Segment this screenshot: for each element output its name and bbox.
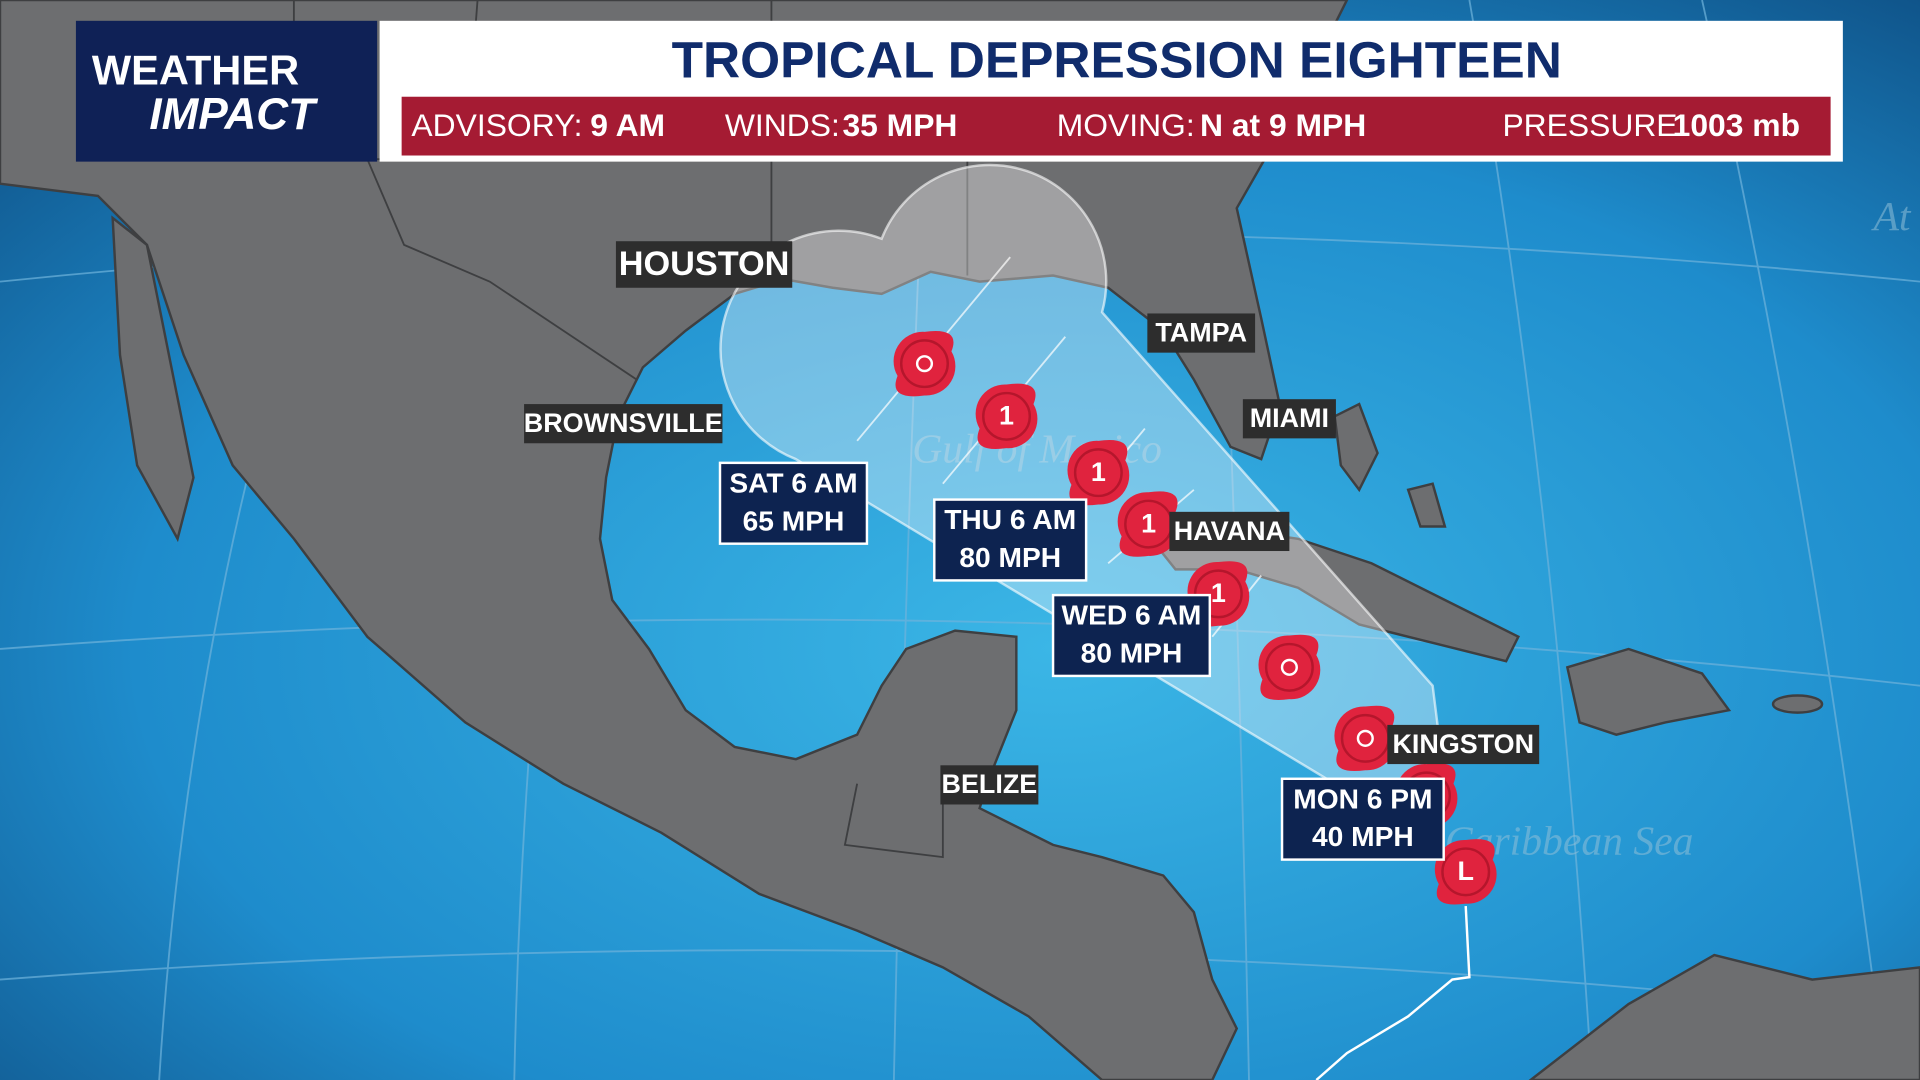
logo-box [75, 20, 378, 162]
forecast-time: WED 6 AM [1062, 600, 1202, 631]
storm-core [1264, 642, 1314, 692]
storm-category: 1 [1211, 578, 1226, 608]
storm-category: 1 [1091, 457, 1106, 487]
city-name: HOUSTON [619, 245, 790, 283]
logo-text: IMPACT [149, 90, 319, 139]
info-value: N at 9 MPH [1200, 107, 1366, 143]
info-label: ADVISORY: [411, 107, 582, 143]
city-box [940, 765, 1039, 805]
city-name: BROWNSVILLE [524, 408, 723, 438]
info-label: WINDS: [725, 107, 840, 143]
storm-marker: 1 [1067, 440, 1130, 506]
track-line [1315, 906, 1471, 1080]
map-label: At [1870, 194, 1911, 240]
city-name: KINGSTON [1392, 729, 1534, 759]
info-bar [401, 96, 1831, 156]
city-box [524, 404, 723, 444]
city-name: HAVANA [1174, 516, 1285, 546]
storm-core [1340, 713, 1390, 763]
forecast-box [1051, 593, 1212, 678]
info-value: 9 AM [590, 107, 665, 143]
storm-eye [1356, 729, 1374, 747]
city-box [1242, 399, 1336, 439]
storm-marker [893, 331, 956, 397]
storm-eye [915, 355, 934, 373]
storm-category: 1 [1141, 508, 1156, 538]
storm-marker: 1 [975, 383, 1038, 449]
city-box [1147, 313, 1256, 353]
storm-marker [1334, 705, 1397, 772]
city-box [1387, 724, 1540, 765]
forecast-wind: 65 MPH [743, 505, 845, 536]
city-box [615, 241, 793, 288]
forecast-box [1280, 777, 1445, 861]
storm-core [900, 339, 949, 389]
city-name: BELIZE [942, 769, 1038, 799]
storm-marker [1258, 634, 1321, 700]
logo-text: WEATHER [92, 46, 299, 93]
forecast-box [933, 498, 1088, 582]
forecast-time: MON 6 PM [1293, 783, 1432, 814]
city-name: MIAMI [1250, 403, 1329, 433]
header-title: TROPICAL DEPRESSION EIGHTEEN [672, 30, 1562, 88]
storm-marker: L [1434, 839, 1497, 905]
info-label: MOVING: [1057, 107, 1195, 143]
city-box [1169, 511, 1290, 552]
forecast-wind: 80 MPH [1081, 638, 1183, 669]
forecast-time: SAT 6 AM [729, 467, 857, 498]
forecast-wind: 40 MPH [1312, 821, 1414, 852]
storm-category: L [1457, 856, 1473, 886]
storm-core [1441, 847, 1491, 897]
city-name: TAMPA [1155, 317, 1247, 347]
storm-core [1073, 448, 1123, 498]
forecast-wind: 80 MPH [959, 542, 1061, 573]
storm-marker: 1 [1117, 491, 1180, 557]
info-value: 35 MPH [842, 107, 957, 143]
storm-eye [1280, 658, 1298, 676]
info-label: PRESSURE: [1502, 107, 1686, 143]
storm-category: 1 [999, 401, 1014, 431]
forecast-time: THU 6 AM [944, 504, 1076, 535]
storm-core [982, 391, 1032, 441]
forecast-box [718, 461, 869, 545]
info-value: 1003 mb [1673, 107, 1800, 143]
